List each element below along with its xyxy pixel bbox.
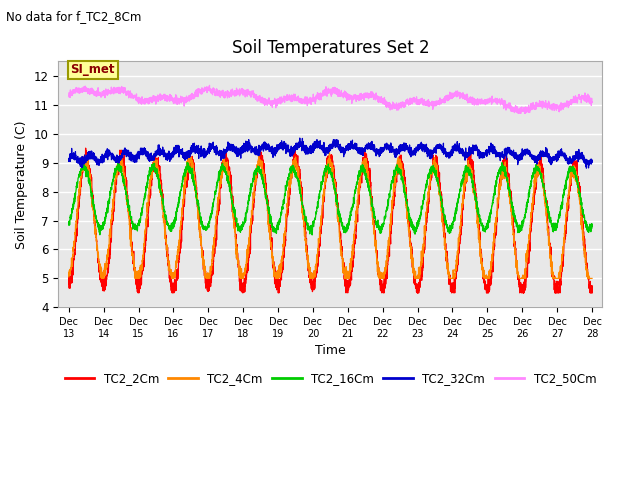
Y-axis label: Soil Temperature (C): Soil Temperature (C) bbox=[15, 120, 28, 249]
X-axis label: Time: Time bbox=[315, 344, 346, 357]
Legend: TC2_2Cm, TC2_4Cm, TC2_16Cm, TC2_32Cm, TC2_50Cm: TC2_2Cm, TC2_4Cm, TC2_16Cm, TC2_32Cm, TC… bbox=[60, 367, 601, 390]
Title: Soil Temperatures Set 2: Soil Temperatures Set 2 bbox=[232, 39, 429, 57]
Text: No data for f_TC2_8Cm: No data for f_TC2_8Cm bbox=[6, 10, 142, 23]
Text: SI_met: SI_met bbox=[70, 63, 115, 76]
